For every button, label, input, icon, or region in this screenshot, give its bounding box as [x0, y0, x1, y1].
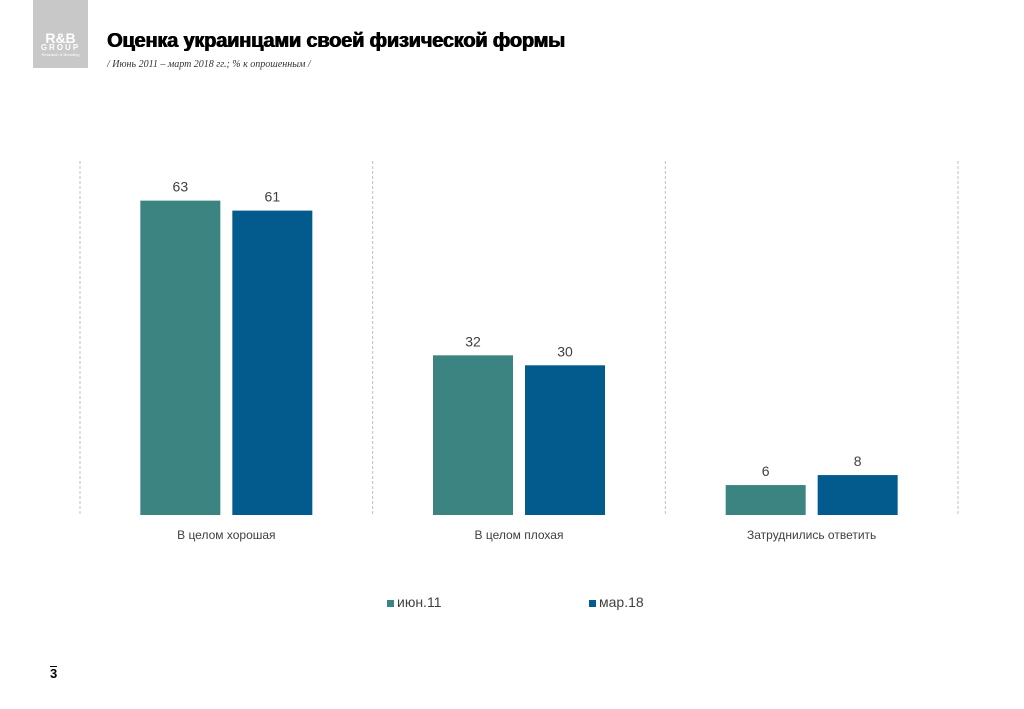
legend-swatch [387, 600, 394, 607]
logo-tagline: Research & Branding [41, 52, 80, 57]
category-label: В целом плохая [475, 528, 564, 542]
legend-swatch [589, 600, 596, 607]
company-logo: R&B GROUP Research & Branding [33, 0, 88, 68]
category-label: Затруднились ответить [747, 528, 876, 542]
data-label: 6 [762, 463, 770, 479]
bar [525, 365, 605, 515]
logo-main-text: R&B [45, 30, 76, 46]
bar [725, 485, 806, 515]
data-label: 8 [854, 453, 862, 469]
category-label: В целом хорошая [177, 528, 275, 542]
data-label: 30 [557, 343, 573, 359]
page-title: Оценка украинцами своей физической формы [107, 30, 565, 52]
data-label: 61 [265, 189, 281, 205]
legend-label: июн.11 [397, 594, 442, 610]
page-subtitle: / Июнь 2011 – март 2018 гг.; % к опрошен… [107, 59, 311, 70]
bar [433, 355, 513, 515]
bar [232, 210, 313, 516]
data-label: 63 [173, 179, 189, 195]
bar [817, 475, 898, 515]
logo-sub-text: GROUP [40, 43, 81, 52]
data-label: 32 [465, 333, 481, 349]
page-number: 3 [50, 666, 58, 681]
legend-label: мар.18 [599, 594, 644, 610]
bar [140, 200, 221, 515]
